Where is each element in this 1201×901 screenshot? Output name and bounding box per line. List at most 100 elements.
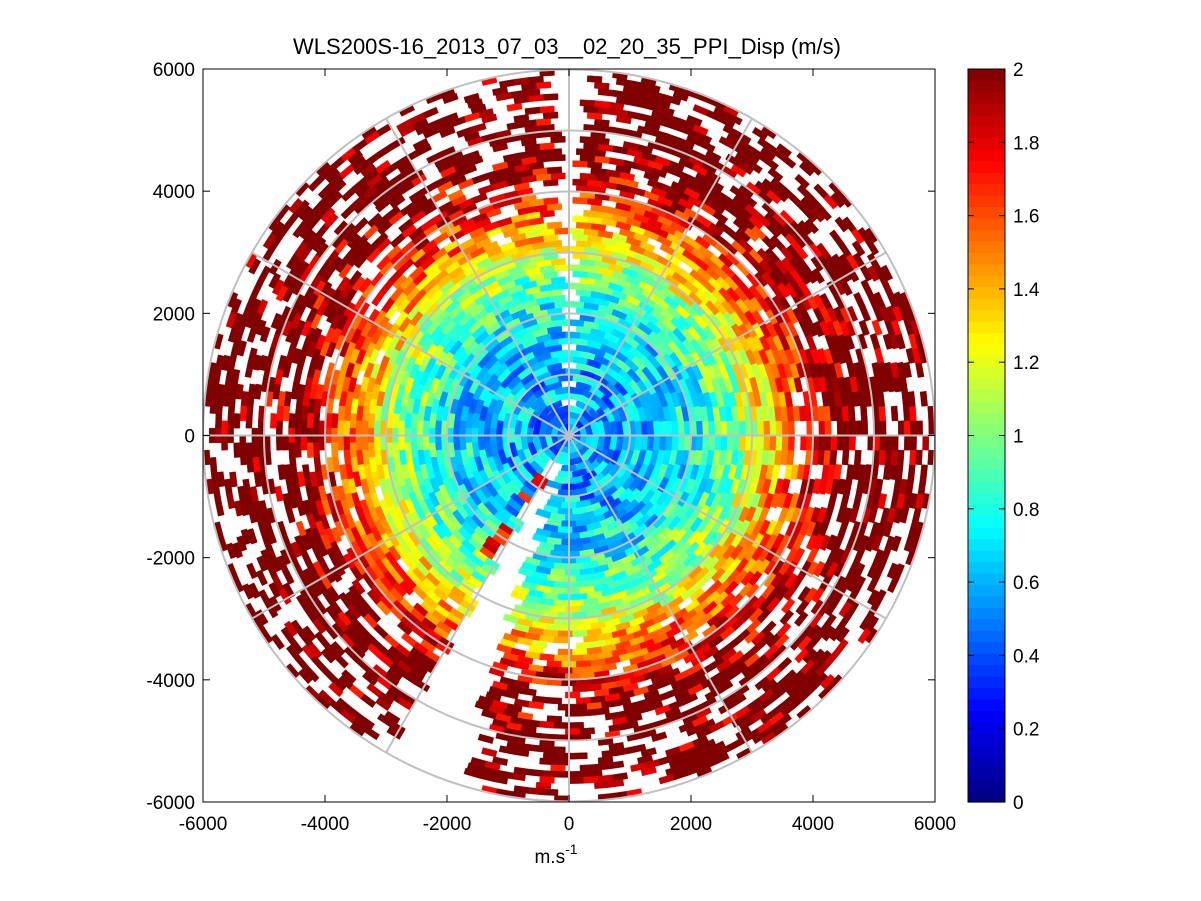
- data-cell: [763, 420, 771, 436]
- data-cell: [922, 435, 930, 451]
- data-cell: [572, 666, 588, 674]
- colorbar-level: [968, 572, 1005, 585]
- data-cell: [275, 420, 283, 436]
- data-cell: [343, 435, 351, 451]
- colorbar-level: [968, 676, 1005, 689]
- data-cell: [269, 413, 278, 429]
- colorbar-level: [968, 149, 1005, 162]
- data-cell: [853, 449, 862, 466]
- data-cell: [542, 751, 559, 760]
- data-cell: [434, 435, 442, 451]
- data-cell: [776, 143, 792, 158]
- data-cell: [546, 697, 563, 705]
- data-cell: [397, 435, 406, 451]
- data-cell: [903, 420, 911, 436]
- data-cell: [355, 435, 363, 451]
- data-cell: [531, 639, 548, 649]
- data-cell: [895, 464, 904, 480]
- data-cell: [903, 435, 911, 451]
- data-cell: [553, 264, 570, 272]
- data-cell: [568, 264, 585, 272]
- data-cell: [553, 562, 570, 571]
- data-cell: [564, 331, 581, 339]
- data-cell: [769, 435, 777, 451]
- data-cell: [885, 435, 893, 451]
- colorbar-level: [968, 481, 1005, 494]
- data-cell: [835, 626, 850, 643]
- colorbar-level: [968, 630, 1005, 643]
- data-cell: [878, 405, 887, 422]
- data-cell: [568, 599, 585, 607]
- colorbar-level: [968, 618, 1005, 631]
- data-cell: [775, 420, 783, 436]
- data-cell: [343, 420, 351, 436]
- data-cell: [542, 197, 559, 206]
- colorbar: 0 0.2 0.4 0.6 0.8 1 1.2 1.4 1.6 1.8 2: [967, 60, 1040, 814]
- data-cell: [336, 420, 345, 436]
- data-cell: [761, 620, 777, 636]
- data-cell: [564, 349, 581, 358]
- data-cell: [757, 435, 765, 451]
- data-cell: [245, 442, 253, 459]
- data-cell: [865, 615, 880, 632]
- data-cell: [524, 106, 541, 115]
- data-cell: [553, 227, 570, 235]
- data-cell: [568, 777, 585, 784]
- data-cell: [836, 435, 844, 451]
- data-cell: [879, 420, 887, 436]
- data-cell: [726, 420, 734, 436]
- data-cell: [769, 420, 777, 436]
- data-cell: [873, 291, 886, 309]
- x-axis-label-superscript: -1: [565, 841, 578, 857]
- colorbar-level: [968, 240, 1005, 253]
- data-cell: [539, 142, 555, 151]
- data-cell: [565, 569, 581, 577]
- colorbar-level: [968, 767, 1005, 780]
- data-cell: [909, 405, 917, 422]
- data-cell: [919, 464, 928, 481]
- data-cell: [294, 413, 302, 429]
- data-cell: [636, 125, 654, 136]
- data-cell: [513, 114, 530, 123]
- data-cell: [848, 435, 856, 451]
- data-cell: [528, 768, 544, 777]
- data-cell: [720, 420, 728, 436]
- y-tick-label: 0: [184, 427, 195, 448]
- data-cell: [539, 720, 555, 729]
- data-cell: [355, 420, 363, 436]
- data-cell: [583, 105, 599, 114]
- data-cell: [861, 420, 869, 436]
- data-cell: [583, 776, 599, 784]
- colorbar-level: [968, 286, 1005, 299]
- data-cell: [539, 757, 555, 766]
- data-cell: [702, 420, 710, 436]
- colorbar-level: [968, 446, 1005, 459]
- data-cell: [399, 580, 414, 596]
- y-tick-label: -6000: [146, 793, 195, 814]
- data-cell: [579, 172, 596, 181]
- data-cell: [300, 420, 308, 436]
- data-cell: [239, 435, 247, 451]
- data-cell: [416, 420, 424, 436]
- data-cell: [775, 435, 783, 451]
- data-cell: [546, 166, 563, 174]
- data-cell: [853, 291, 866, 309]
- data-cell: [398, 218, 414, 233]
- data-cell: [848, 420, 856, 436]
- data-cell: [732, 420, 741, 436]
- data-cell: [292, 222, 307, 239]
- colorbar-level: [968, 343, 1005, 356]
- data-cell: [890, 535, 902, 552]
- colorbar-level: [968, 641, 1005, 654]
- x-axis-label-base: m.s: [534, 847, 565, 868]
- colorbar-level: [968, 114, 1005, 127]
- data-cell: [282, 435, 290, 451]
- x-tick-label: -6000: [179, 814, 228, 835]
- data-cell: [268, 272, 282, 289]
- data-cell: [542, 788, 559, 796]
- data-cell: [422, 435, 430, 451]
- colorbar-level: [968, 103, 1005, 116]
- data-cell: [226, 493, 236, 510]
- data-cell: [583, 209, 599, 218]
- data-cell: [375, 697, 392, 712]
